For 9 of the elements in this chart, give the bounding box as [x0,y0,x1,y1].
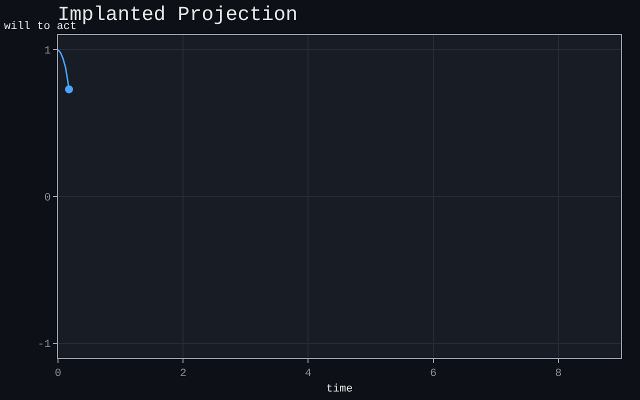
x-axis-title: time [326,383,353,396]
y-tick-label: -1 [38,339,52,352]
y-tick-label: 0 [44,192,51,204]
x-tick-label: 4 [304,368,312,380]
y-tick-label: 1 [44,46,52,58]
x-tick-label: 6 [430,368,437,380]
x-tick-label: 0 [54,368,62,380]
x-tick-label: 8 [555,368,562,380]
x-tick-label: 2 [180,368,186,380]
